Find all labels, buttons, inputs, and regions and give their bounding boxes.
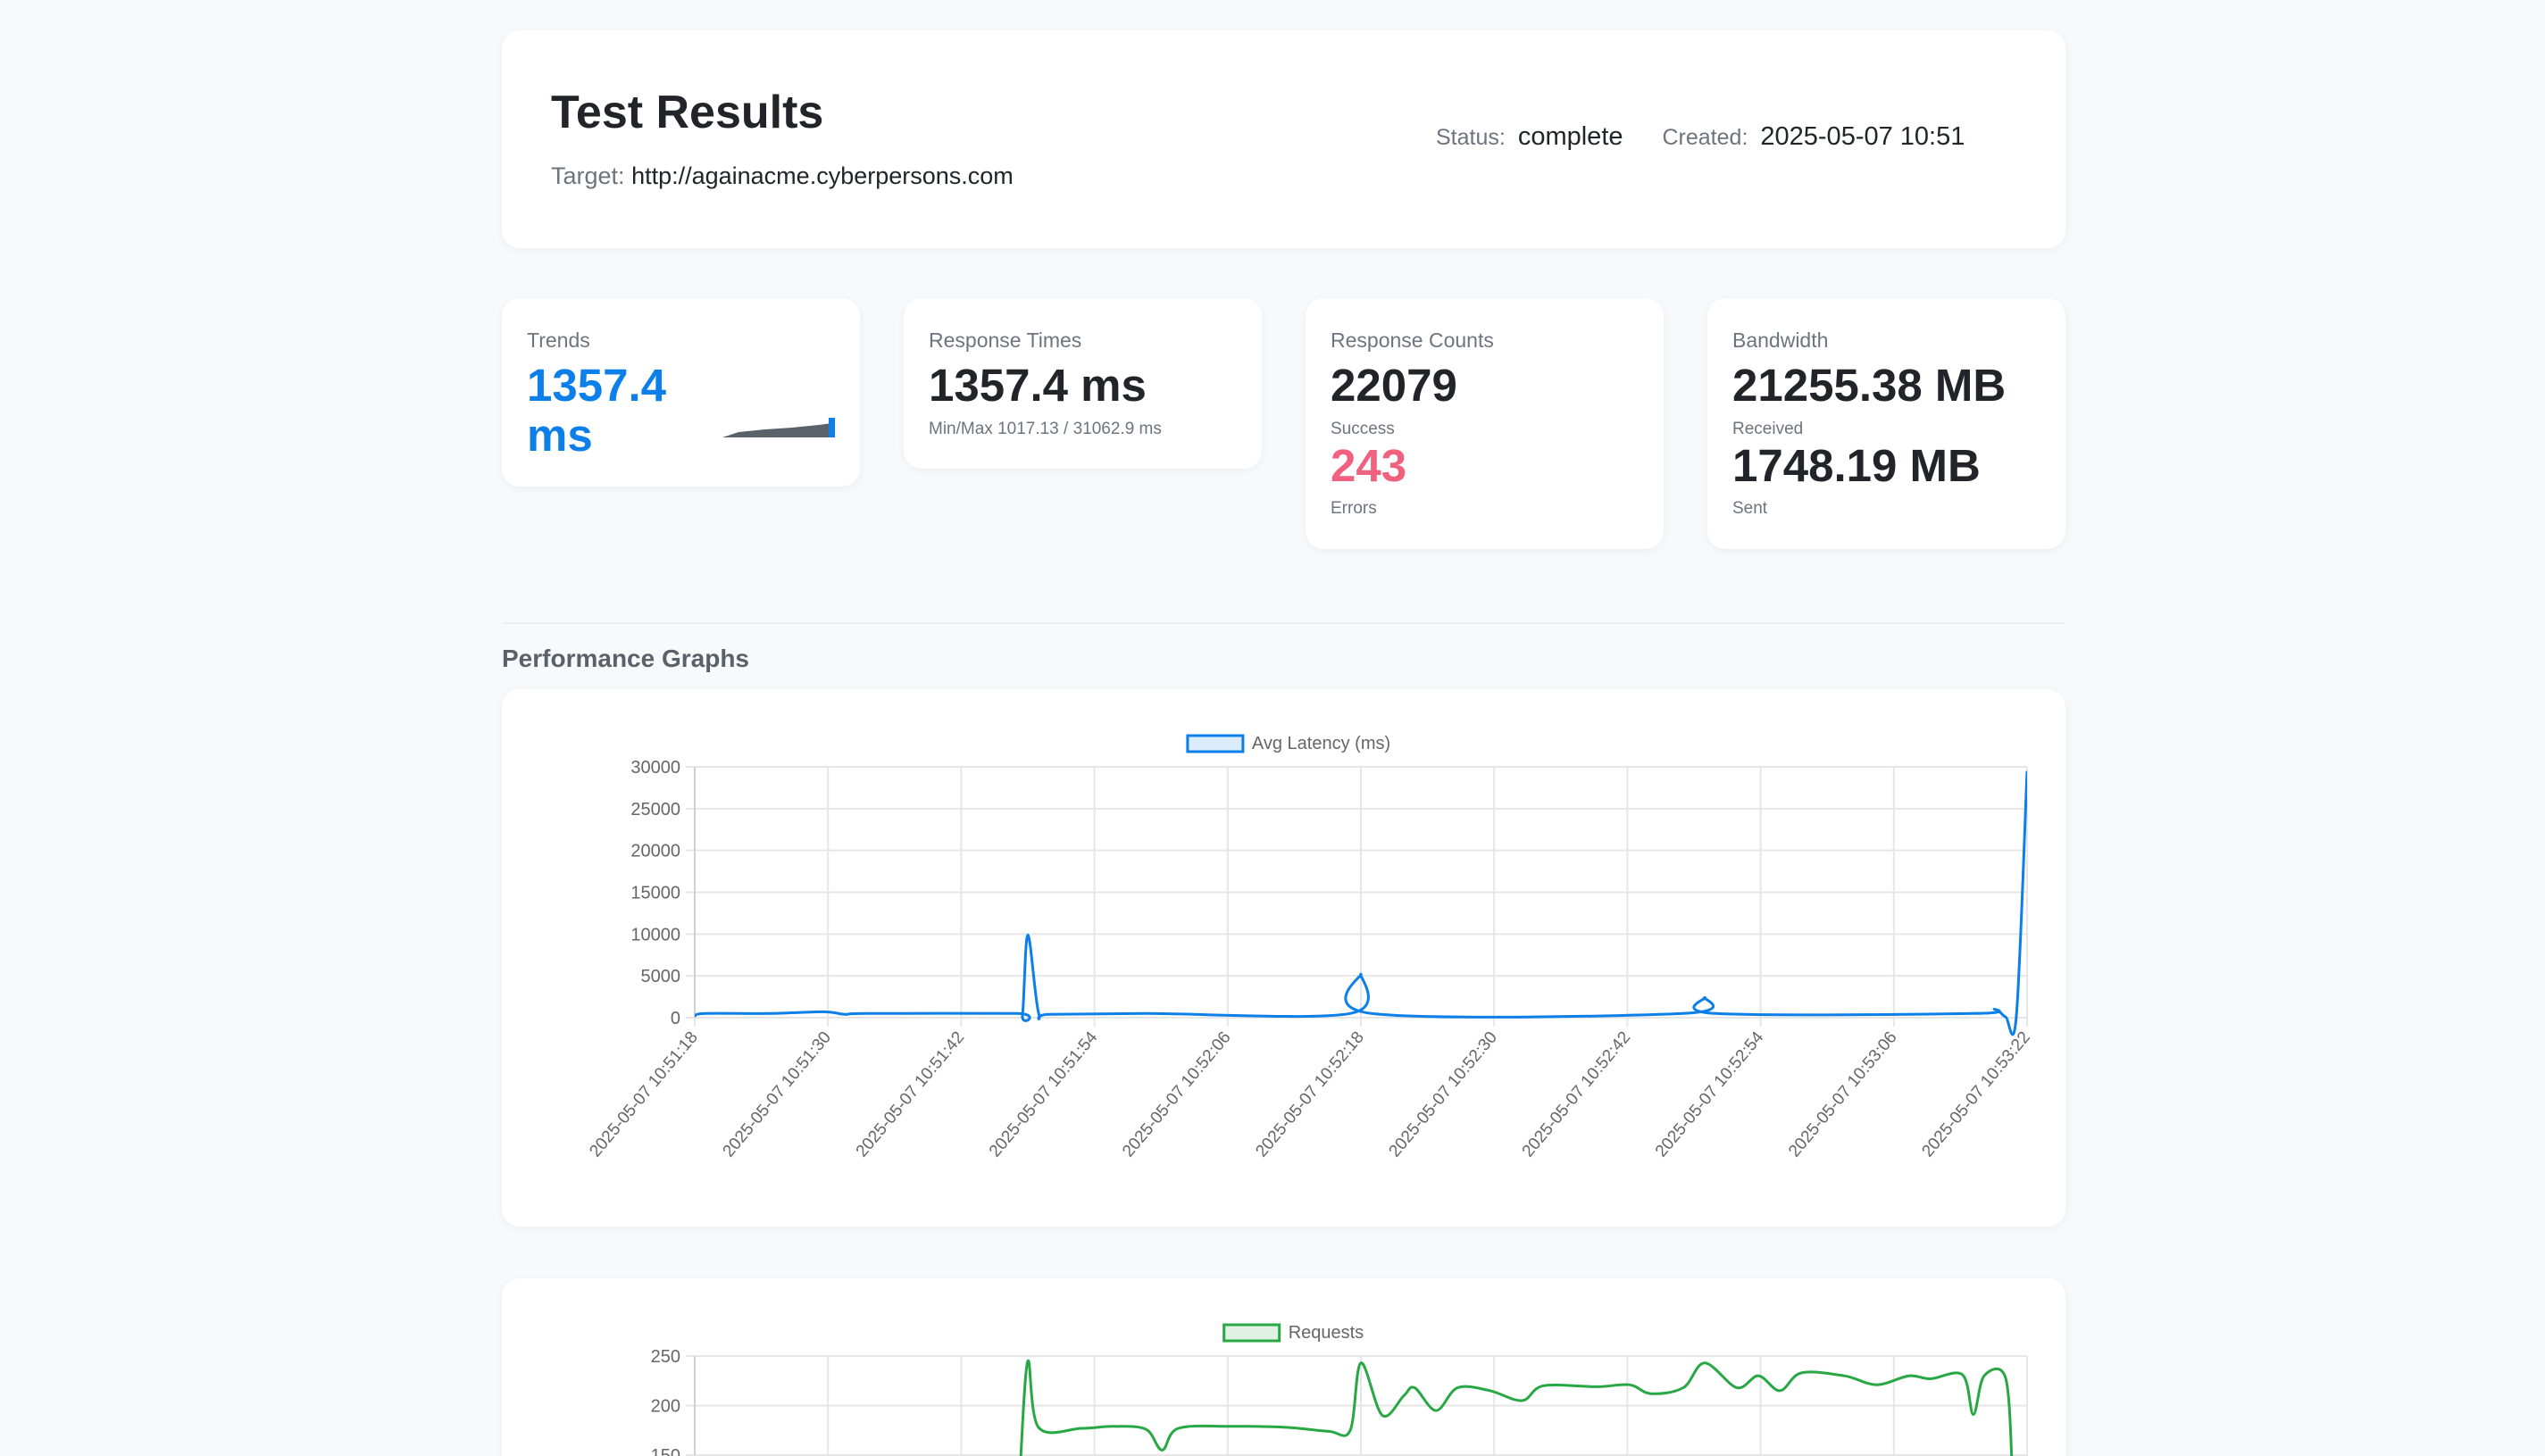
latency-chart: 0 5000 10000 15000 20000 25000 30000 2025-05-07… [586, 734, 2033, 1161]
sent-value: 1748.19 MB [1732, 440, 1981, 491]
response-times-card: Response Times 1357.4 ms Min/Max 1017.13… [904, 298, 1262, 469]
received-value: 21255.38 MB [1732, 360, 2007, 411]
requests-y-tick-label: 150 [651, 1446, 680, 1456]
latency-legend: Avg Latency (ms) [1186, 734, 1390, 753]
latency-x-tick-label: 2025-05-07 10:52:06 [1119, 1028, 1234, 1161]
latency-y-tick-label: 25000 [630, 800, 680, 820]
latency-y-tick-label: 10000 [630, 925, 680, 944]
status-value: complete [1517, 122, 1623, 151]
latency-x-tick-label: 2025-05-07 10:52:42 [1519, 1028, 1634, 1161]
created-value: 2025-05-07 10:51 [1760, 122, 1965, 151]
latency-x-tick-label: 2025-05-07 10:53:06 [1785, 1028, 1900, 1161]
status-label: Status: [1436, 125, 1506, 150]
latency-x-tick-label: 2025-05-07 10:51:30 [720, 1028, 835, 1161]
trends-sparkline-latest [829, 418, 835, 437]
trends-value: 1357.4 [527, 360, 666, 411]
error-label: Errors [1331, 499, 1377, 518]
requests-chart-card: 150 200 250 Requests [502, 1278, 2065, 1456]
latency-y-tick-label: 15000 [630, 884, 680, 903]
latency-x-tick-label: 2025-05-07 10:51:18 [586, 1028, 701, 1161]
response-times-title: Response Times [929, 329, 1082, 352]
section-divider [502, 622, 2065, 624]
requests-legend: Requests [1222, 1323, 1364, 1343]
target-row: Target: http://againacme.cyberpersons.co… [551, 162, 1014, 190]
latency-x-tick-label: 2025-05-07 10:52:18 [1252, 1028, 1367, 1161]
latency-x-tick-label: 2025-05-07 10:51:42 [853, 1028, 968, 1161]
requests-legend-label: Requests [1289, 1323, 1364, 1343]
response-counts-card: Response Counts 22079 Success 243 Errors [1306, 298, 1664, 549]
error-count: 243 [1331, 440, 1407, 491]
latency-y-tick-label: 0 [671, 1009, 680, 1028]
latency-series-line [695, 770, 2027, 1036]
test-header-card: Test Results Target: http://againacme.cy… [502, 30, 2065, 248]
sent-label: Sent [1732, 499, 1768, 518]
bandwidth-title: Bandwidth [1732, 329, 1829, 352]
requests-series-line [1019, 1360, 2014, 1456]
requests-y-tick-label: 250 [651, 1347, 680, 1367]
latency-x-tick-label: 2025-05-07 10:52:54 [1652, 1028, 1768, 1161]
latency-x-tick-label: 2025-05-07 10:51:54 [986, 1028, 1102, 1161]
target-url: http://againacme.cyberpersons.com [631, 162, 1014, 189]
trends-sparkline [722, 418, 835, 437]
trends-sparkline-area [722, 421, 835, 437]
latency-y-tick-label: 20000 [630, 842, 680, 861]
received-label: Received [1732, 420, 1804, 438]
target-label: Target: [551, 162, 625, 189]
requests-chart: 150 200 250 Requests [651, 1323, 2028, 1456]
trends-unit: ms [527, 410, 593, 461]
trends-title: Trends [527, 329, 590, 352]
section-title: Performance Graphs [502, 645, 749, 672]
latency-y-tick-label: 5000 [641, 967, 681, 986]
success-label: Success [1331, 420, 1395, 438]
page-title: Test Results [551, 87, 824, 138]
created-label: Created: [1662, 125, 1748, 150]
trends-card: Trends 1357.4 ms [502, 298, 860, 487]
latency-x-tick-label: 2025-05-07 10:52:30 [1386, 1028, 1501, 1161]
latency-y-tick-label: 30000 [630, 758, 680, 778]
bandwidth-card: Bandwidth 21255.38 MB Received 1748.19 M… [1707, 298, 2065, 549]
latency-chart-card: 0 5000 10000 15000 20000 25000 30000 2025-05-07… [502, 689, 2065, 1227]
response-times-value: 1357.4 ms [929, 360, 1147, 411]
latency-legend-label: Avg Latency (ms) [1252, 734, 1390, 753]
response-times-minmax: Min/Max 1017.13 / 31062.9 ms [929, 420, 1162, 438]
latency-x-tick-label: 2025-05-07 10:53:22 [1918, 1028, 2033, 1161]
requests-legend-swatch [1222, 1323, 1281, 1343]
response-counts-title: Response Counts [1331, 329, 1494, 352]
requests-y-tick-label: 200 [651, 1397, 680, 1417]
success-count: 22079 [1331, 360, 1457, 411]
status-row: Status: complete Created: 2025-05-07 10:51 [1436, 122, 2004, 152]
latency-legend-swatch [1186, 734, 1245, 753]
